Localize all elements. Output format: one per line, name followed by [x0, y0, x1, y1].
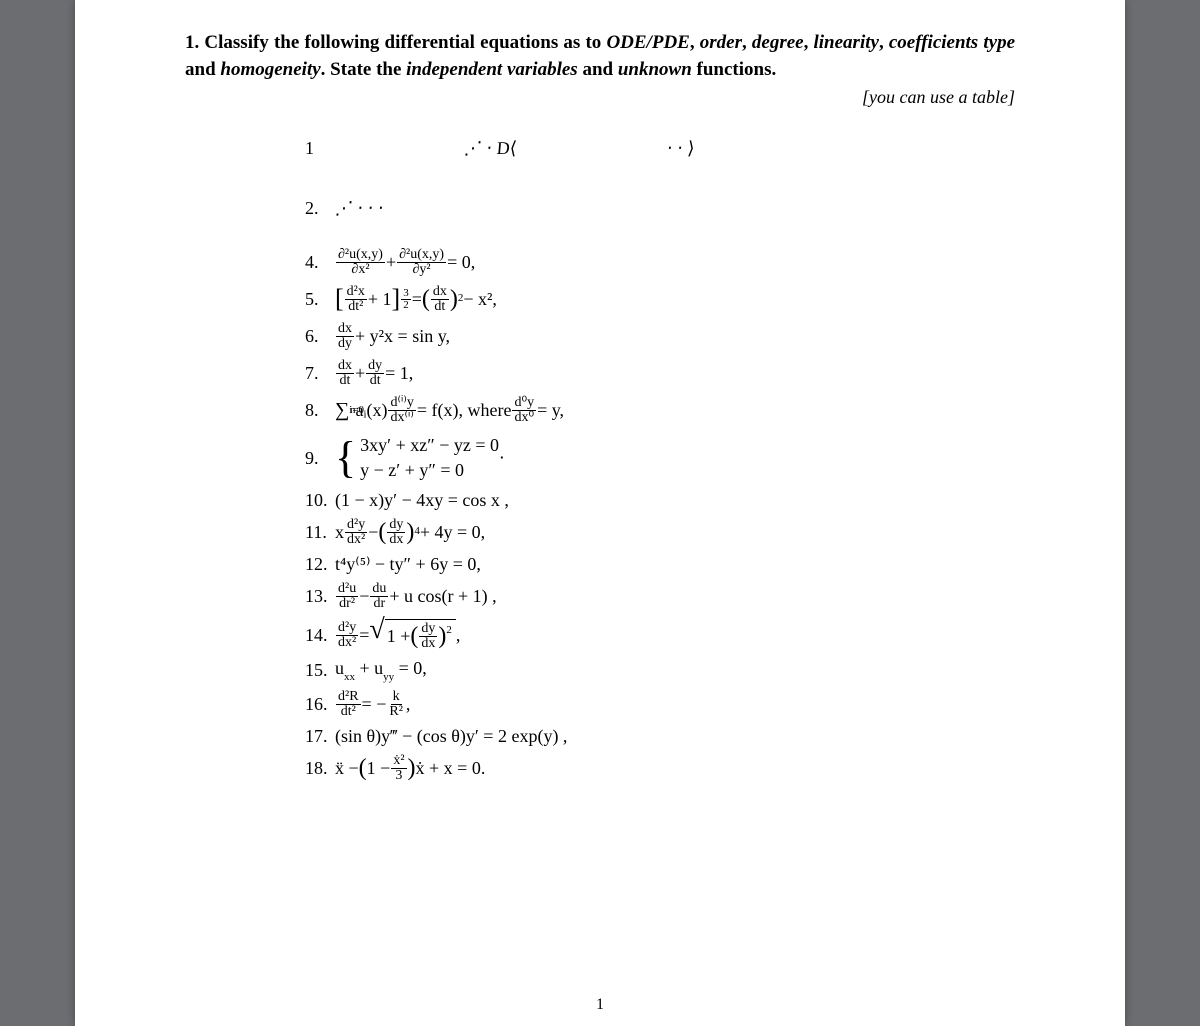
- equation-7: 7. dxdt + dydt = 1,: [305, 359, 1015, 388]
- term-ode-pde: ODE/PDE: [606, 32, 689, 53]
- term-coefficients: coefficients type: [889, 32, 1015, 53]
- hint-text: [you can use a table]: [185, 87, 1015, 108]
- page-number: 1: [75, 996, 1125, 1014]
- equation-14: 14. d²ydx² = √ 1 + ( dydx )2 ,: [305, 619, 1015, 651]
- equation-11: 11. x d²ydx² − ( dydx )4 + 4y = 0,: [305, 518, 1015, 547]
- brace-icon: {: [335, 443, 356, 474]
- frac-k-R2: kR²: [387, 690, 405, 719]
- sum-icon: ∑: [335, 400, 349, 421]
- exp-3-2: 32: [401, 288, 411, 311]
- term-order: order: [700, 32, 742, 53]
- partial-b: ⋰ ⋅ D⟨: [463, 138, 518, 159]
- term-degree: degree: [752, 32, 804, 53]
- term-linearity: linearity: [814, 32, 879, 53]
- frac-d2R-dt2: d²Rdt²: [336, 690, 361, 719]
- frac-dx-dt: dxdt: [431, 285, 449, 314]
- equation-10: 10. (1 − x)y′ − 4xy = cos x ,: [305, 491, 1015, 510]
- frac-diy-dxi: d⁽ⁱ⁾ydx⁽ⁱ⁾: [388, 396, 415, 425]
- frac-dy-dx-14: dydx: [419, 622, 437, 651]
- partial-a: 1: [305, 138, 314, 159]
- equation-13: 13. d²udr² − dudr + u cos(r + 1) ,: [305, 582, 1015, 611]
- equation-8: 8. ∑i=0n aᵢ(x) d⁽ⁱ⁾ydx⁽ⁱ⁾ = f(x), where …: [305, 396, 1015, 425]
- equation-5: 5. [ d²xdt² + 1 ] 32 = ( dxdt )2 − x²,: [305, 285, 1015, 314]
- frac-dx-dy: dxdy: [336, 322, 354, 351]
- equation-15: 15. uxx + uyy = 0,: [305, 659, 1015, 682]
- system-brace: { 3xy′ + xz″ − yz = 0 y − z′ + y″ = 0: [335, 433, 499, 483]
- frac-d2x-dt2: d²xdt²: [345, 285, 367, 314]
- question-header: 1. Classify the following differential e…: [185, 30, 1015, 83]
- frac-d2u-dr2: d²udr²: [336, 582, 358, 611]
- equation-6: 6. dxdy + y²x = sin y,: [305, 322, 1015, 351]
- frac-xdot2-3: ẋ²3: [391, 754, 406, 783]
- header-text-pre: Classify the following differential equa…: [204, 32, 606, 53]
- frac-d2y-dx2-11: d²ydx²: [345, 518, 367, 547]
- term-homogeneity: homogeneity: [220, 59, 320, 80]
- equation-12: 12. t⁴y⁽⁵⁾ − ty″ + 6y = 0,: [305, 555, 1015, 574]
- term-indep-vars: independent variables: [406, 59, 578, 80]
- equation-9: 9. { 3xy′ + xz″ − yz = 0 y − z′ + y″ = 0…: [305, 433, 1015, 483]
- frac-d2u-dy2: ∂²u(x,y)∂y²: [397, 248, 446, 277]
- frac-dy-dx-11: dydx: [387, 518, 405, 547]
- equation-2: 2. ⋰ ⋅ ⋅ ⋅: [305, 199, 1015, 218]
- partial-c: ⋅ ⋅ ⟩: [666, 138, 695, 159]
- frac-dx-dt-7: dxdt: [336, 359, 354, 388]
- equations-list: 2. ⋰ ⋅ ⋅ ⋅ 4. ∂²u(x,y)∂x² + ∂²u(x,y)∂y² …: [305, 199, 1015, 783]
- equation-4: 4. ∂²u(x,y)∂x² + ∂²u(x,y)∂y² = 0,: [305, 248, 1015, 277]
- document-page: 1. Classify the following differential e…: [75, 0, 1125, 1026]
- sqrt-icon: √: [369, 619, 384, 651]
- frac-d2y-dx2-14: d²ydx²: [336, 621, 358, 650]
- frac-d0y-dx0: d⁰ydx⁰: [512, 396, 536, 425]
- sqrt-expr: √ 1 + ( dydx )2: [369, 619, 456, 651]
- partial-items: 1 ⋰ ⋅ D⟨ ⋅ ⋅ ⟩: [305, 138, 1015, 159]
- frac-du-dr: dudr: [370, 582, 388, 611]
- frac-dy-dt-7: dydt: [366, 359, 384, 388]
- frac-d2u-dx2: ∂²u(x,y)∂x²: [336, 248, 385, 277]
- equation-17: 17. (sin θ)y‴ − (cos θ)y′ = 2 exp(y) ,: [305, 727, 1015, 746]
- equation-18: 18. ẍ − ( 1 − ẋ²3 ) ẋ + x = 0.: [305, 754, 1015, 783]
- question-number: 1.: [185, 32, 199, 53]
- term-unknown: unknown: [618, 59, 692, 80]
- equation-16: 16. d²Rdt² = − kR² ,: [305, 690, 1015, 719]
